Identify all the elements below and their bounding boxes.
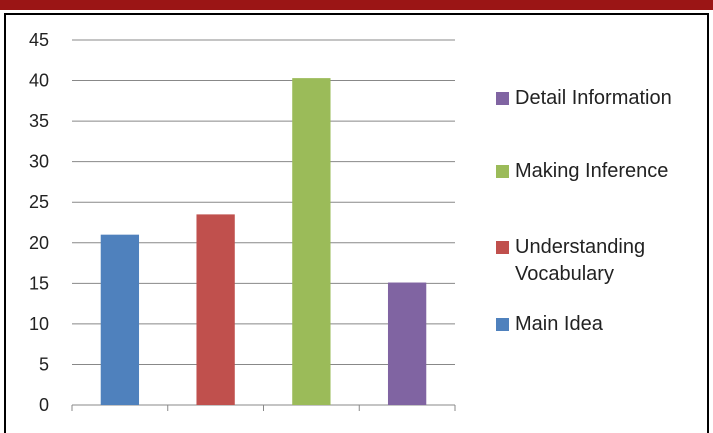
legend-label: Main Idea	[515, 313, 603, 335]
y-tick-label: 25	[29, 192, 49, 212]
y-tick-label: 0	[39, 395, 49, 415]
legend-swatch	[496, 165, 509, 178]
bar	[100, 234, 140, 405]
y-tick-label: 40	[29, 71, 49, 91]
legend-label: Understanding Vocabulary	[515, 236, 646, 285]
legend-item-main-idea: Main Idea	[496, 311, 711, 338]
legend-item-understanding-vocabulary: Understanding Vocabulary	[496, 234, 711, 288]
legend-swatch	[496, 241, 509, 254]
y-tick-label: 15	[29, 273, 49, 293]
legend-item-making-inference: Making Inference	[496, 158, 711, 185]
legend-swatch	[496, 92, 509, 105]
y-tick-label: 10	[29, 314, 49, 334]
bar	[387, 282, 427, 405]
legend-label: Making Inference	[515, 160, 669, 182]
legend-label: Detail Information	[515, 87, 672, 109]
y-tick-label: 45	[29, 30, 49, 50]
legend-swatch	[496, 318, 509, 331]
y-tick-label: 30	[29, 152, 49, 172]
y-tick-label: 35	[29, 111, 49, 131]
top-accent-bar	[0, 0, 713, 10]
y-tick-label: 5	[39, 354, 49, 374]
bar	[196, 214, 235, 405]
legend-item-detail-information: Detail Information	[496, 85, 711, 112]
chart-legend: Detail Information Making Inference Unde…	[496, 0, 711, 425]
bar	[292, 78, 331, 405]
y-tick-label: 20	[29, 233, 49, 253]
